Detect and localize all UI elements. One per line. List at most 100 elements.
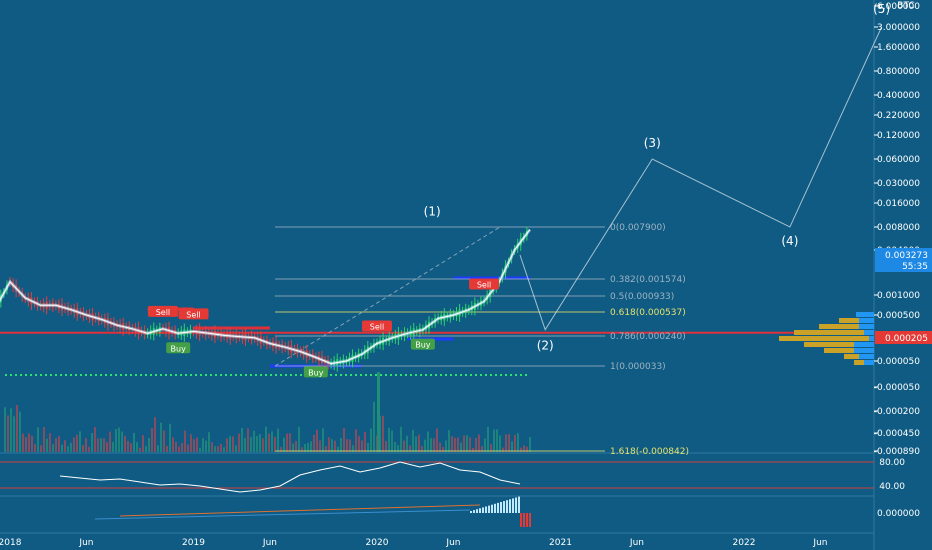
elliott-wave-projection: (1)(2)(3)(4)(5) [424, 2, 890, 353]
volume-bar [175, 441, 177, 452]
volume-bar [19, 411, 21, 452]
macd-histogram-bar [515, 497, 517, 513]
fib-level-label: 0.382(0.001574) [610, 275, 686, 285]
volume-bar [130, 443, 132, 452]
volume-bar [13, 416, 15, 452]
volume-bar [382, 415, 384, 452]
y-tick-label: 1.600000 [877, 43, 920, 53]
volume-bar [121, 431, 123, 452]
volume-bar [202, 438, 204, 452]
volume-bar [325, 446, 327, 452]
volume-bar [73, 437, 75, 452]
signal-badge [410, 338, 435, 350]
volume-bar [313, 434, 315, 452]
volume-bar [292, 443, 294, 452]
volume-bar [49, 433, 51, 452]
signal-badge [147, 305, 178, 317]
y-tick-label: 0.000500 [877, 311, 920, 321]
y-tick-label: 0.060000 [877, 155, 920, 165]
wave-path [519, 26, 883, 331]
volume-bar [298, 426, 300, 452]
volume-bar [154, 417, 156, 452]
volume-bar [232, 436, 234, 452]
fib-level-label: 1(0.000033) [610, 362, 666, 372]
volume-bar [25, 437, 27, 452]
volume-bar [244, 437, 246, 452]
price-tag-value: 0.003273 [885, 251, 928, 261]
macd-histogram-bar [488, 505, 490, 513]
volume-bar [214, 446, 216, 452]
volume-bar [148, 437, 150, 452]
volume-bar [508, 434, 510, 452]
volume-bar [439, 442, 441, 452]
price-tag-box [875, 248, 932, 272]
volume-bar [394, 441, 396, 452]
volume-bar [259, 434, 261, 452]
macd-histogram-bar [494, 503, 496, 513]
x-tick-label: Jun [262, 538, 277, 548]
volume-bar [385, 440, 387, 452]
macd-histogram-bar [482, 507, 484, 513]
fib-level-label: 0.786(0.000240) [610, 332, 686, 342]
volume-bar [229, 436, 231, 452]
signal-label: Buy [415, 341, 431, 350]
signal-badge [469, 278, 500, 290]
signal-label: Buy [171, 344, 187, 353]
y-tick-label: 0.800000 [877, 67, 920, 77]
volume-bar [478, 434, 480, 452]
volume-bar [10, 408, 12, 452]
x-tick-label: 2019 [182, 538, 205, 548]
volume-bar [334, 440, 336, 452]
volume-bar [442, 446, 444, 452]
wave-label: (3) [644, 136, 661, 150]
volume-bar [208, 432, 210, 452]
volume-bar [421, 446, 423, 452]
volume-bar [253, 430, 255, 452]
volume-bar [16, 405, 18, 452]
volume-bar [235, 445, 237, 452]
volume-bar [460, 442, 462, 452]
volume-bar [145, 446, 147, 452]
signal-badge [166, 342, 191, 354]
x-tick-label: 2018 [0, 538, 22, 548]
macd-tick-label: 0.000000 [877, 509, 920, 519]
signal-badge [303, 366, 328, 378]
volume-bar [46, 438, 48, 452]
volume-bar [499, 435, 501, 452]
y-tick-label: 0.120000 [877, 131, 920, 141]
volume-bar [88, 446, 90, 452]
signal-line [119, 504, 481, 517]
volume-bar [82, 445, 84, 452]
volume-bar [502, 447, 504, 452]
macd-panel [94, 496, 531, 527]
volume-bar [301, 447, 303, 452]
volume-bar [124, 435, 126, 452]
volume-bars [4, 372, 531, 452]
volume-bar [496, 429, 498, 452]
volume-bar [377, 372, 380, 452]
volume-bar [139, 447, 141, 452]
volume-bar [181, 442, 183, 452]
volume-bar [523, 445, 525, 452]
volume-bar [319, 440, 321, 452]
volume-bar [31, 435, 33, 452]
volume-bar [262, 438, 264, 452]
volume-bar [511, 441, 513, 452]
volume-bar [310, 441, 312, 452]
profile-bar-up [804, 342, 854, 347]
profile-bar-up [844, 354, 859, 359]
volume-bar [475, 437, 477, 452]
macd-histogram-bar [500, 502, 502, 513]
volume-bar [187, 444, 189, 452]
volume-bar [184, 430, 186, 452]
volume-bar [457, 437, 459, 452]
volume-bar [118, 427, 120, 452]
macd-histogram-bar [529, 513, 531, 527]
volume-bar [367, 442, 369, 452]
oscillator-tick-label: 40.00 [879, 482, 905, 492]
macd-histogram-bar [523, 513, 525, 527]
volume-bar [109, 431, 111, 452]
volume-bar [274, 436, 276, 452]
volume-bar [451, 436, 453, 452]
